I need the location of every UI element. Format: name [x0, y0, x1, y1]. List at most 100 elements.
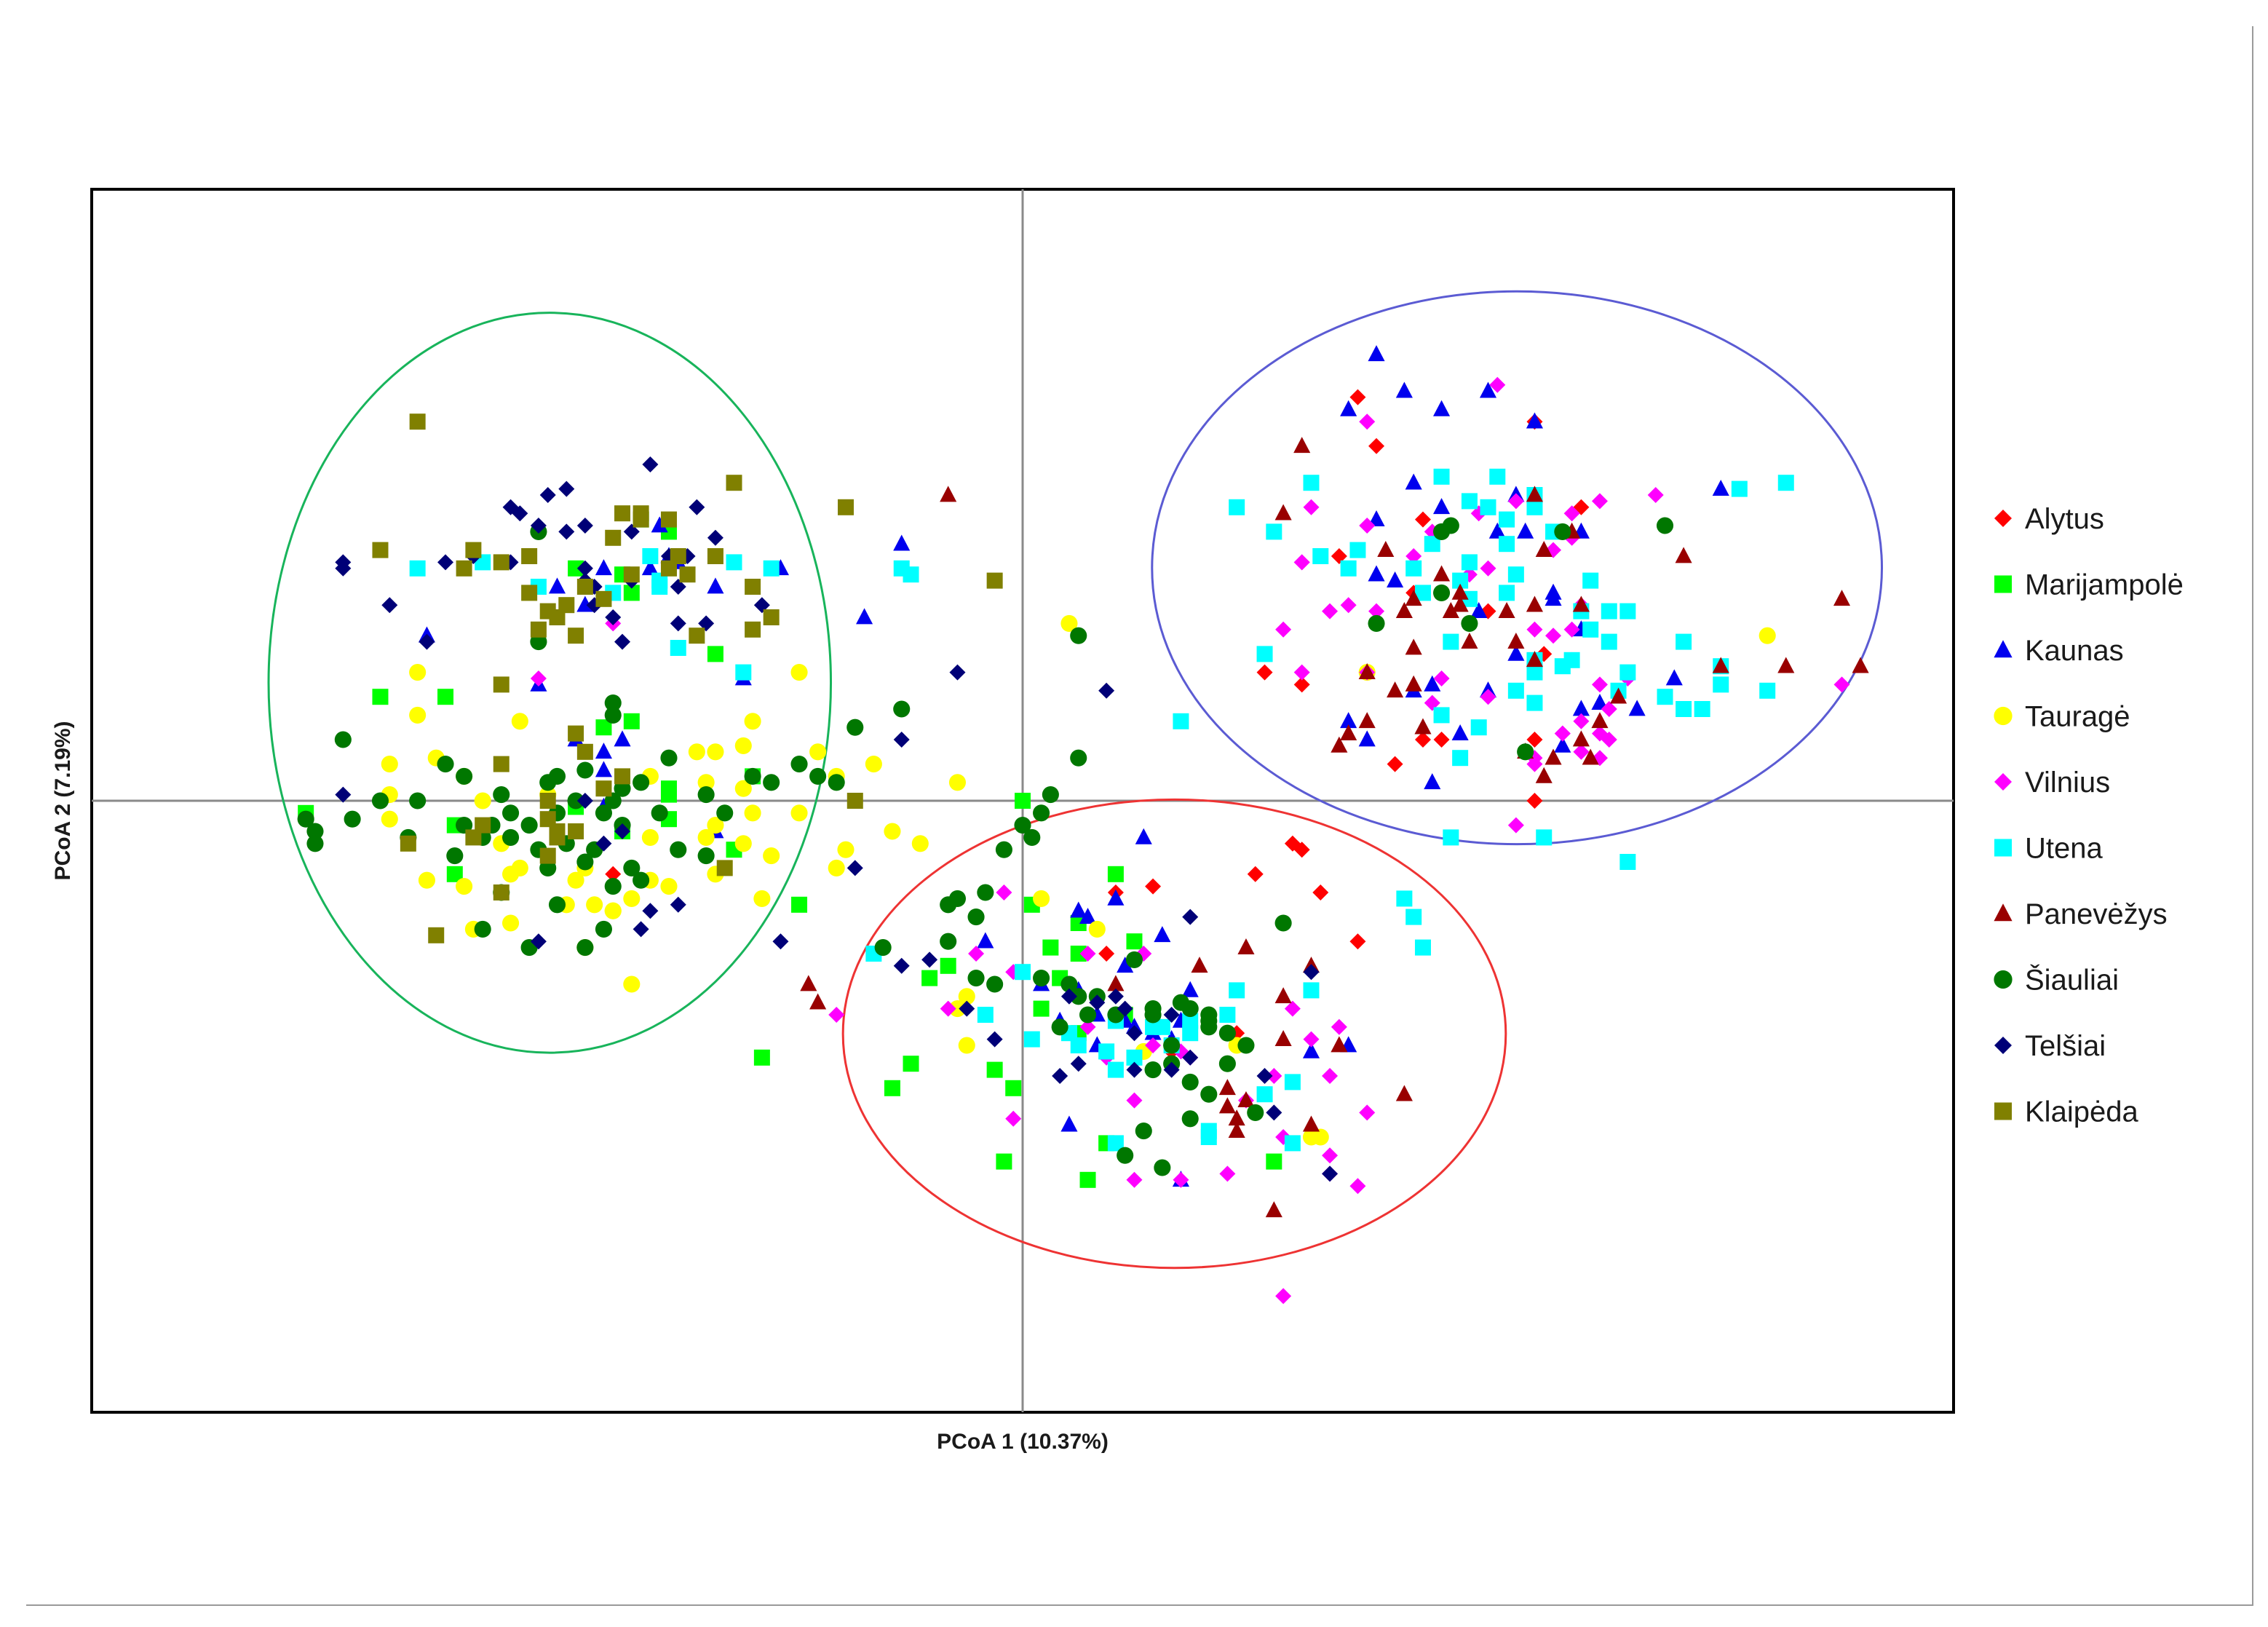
data-point	[539, 811, 556, 828]
data-point	[1452, 750, 1469, 767]
data-point	[539, 847, 556, 864]
data-point	[381, 810, 398, 828]
data-point	[1312, 1128, 1329, 1146]
data-point	[809, 767, 827, 785]
data-point	[1331, 548, 1347, 564]
data-point	[1526, 651, 1543, 668]
data-point	[1433, 565, 1451, 582]
data-point	[595, 719, 612, 736]
legend-marker	[1994, 640, 2013, 658]
data-point	[1424, 694, 1440, 711]
data-points	[297, 345, 1869, 1305]
data-point	[1060, 1115, 1078, 1132]
data-point	[791, 896, 808, 913]
data-point	[698, 615, 715, 632]
data-point	[1358, 730, 1376, 747]
data-point	[568, 628, 584, 644]
data-point	[697, 847, 715, 865]
legend-marker	[1994, 1037, 2012, 1054]
data-point	[707, 817, 724, 834]
data-point	[623, 859, 641, 876]
data-point	[1266, 1153, 1282, 1170]
data-point	[530, 933, 547, 950]
data-point	[1526, 595, 1543, 612]
data-point	[735, 664, 752, 681]
data-point	[1274, 504, 1292, 520]
data-point	[1405, 548, 1422, 564]
data-point	[1293, 676, 1310, 693]
data-point	[1526, 499, 1543, 515]
data-point	[1340, 597, 1357, 614]
data-point	[614, 823, 631, 839]
data-point	[707, 548, 723, 564]
data-point	[967, 908, 985, 926]
data-point	[1628, 700, 1646, 716]
data-point	[1359, 1104, 1376, 1121]
data-point	[1200, 1085, 1218, 1103]
data-point	[1405, 908, 1422, 925]
data-point	[1424, 536, 1440, 553]
data-point	[995, 841, 1012, 858]
data-point	[604, 706, 622, 724]
legend-marker	[1994, 510, 2012, 527]
data-point	[456, 817, 473, 834]
data-point	[1126, 1049, 1143, 1066]
data-point	[734, 835, 752, 852]
data-point	[1359, 413, 1376, 430]
data-point	[977, 1007, 994, 1023]
data-point	[1247, 1104, 1264, 1121]
data-point	[772, 933, 789, 950]
legend-label: Vilnius	[2025, 767, 2110, 799]
data-point	[604, 792, 622, 809]
data-point	[1535, 540, 1553, 557]
data-point	[642, 456, 659, 472]
data-point	[549, 829, 566, 846]
data-point	[688, 743, 705, 761]
data-point	[1070, 627, 1087, 644]
data-point	[1554, 736, 1571, 753]
data-point	[958, 988, 975, 1005]
data-point	[1154, 926, 1171, 943]
data-point	[1572, 595, 1590, 612]
data-point	[1079, 1018, 1096, 1035]
data-point	[558, 523, 575, 540]
legend-label: Klaipėda	[2025, 1096, 2138, 1128]
data-point	[1694, 701, 1710, 717]
data-point	[1563, 505, 1580, 522]
data-point	[1619, 854, 1636, 870]
data-point	[1070, 946, 1087, 962]
data-point	[1033, 1000, 1050, 1017]
data-point	[1395, 1085, 1413, 1101]
figure-frame	[26, 26, 2253, 1606]
data-point	[1145, 1037, 1162, 1053]
data-point	[1237, 1090, 1255, 1107]
data-point	[548, 896, 566, 914]
data-point	[595, 920, 612, 938]
data-point	[576, 560, 593, 577]
data-point	[576, 743, 593, 760]
data-point	[306, 823, 324, 840]
data-point	[1163, 1007, 1180, 1023]
data-point	[1676, 701, 1692, 717]
data-point	[1322, 1165, 1339, 1182]
data-point	[1117, 1147, 1134, 1164]
data-point	[1098, 682, 1115, 699]
data-point	[828, 774, 845, 791]
data-point	[763, 774, 780, 791]
data-point	[493, 676, 509, 693]
data-point	[1452, 572, 1469, 589]
data-point	[1125, 951, 1143, 968]
data-point	[1218, 1097, 1236, 1114]
cluster-ellipse-1	[267, 312, 833, 1054]
data-point	[1368, 614, 1385, 632]
data-point	[1265, 1201, 1282, 1218]
legend: Alytus Marijampolė Kaunas Tauragė Vilnius Ute…	[1994, 503, 2184, 1128]
data-point	[1396, 890, 1413, 907]
data-point	[1443, 633, 1459, 650]
data-point	[1312, 548, 1329, 564]
data-point	[335, 560, 352, 577]
data-point	[1293, 437, 1311, 454]
data-point	[642, 548, 659, 564]
data-point	[1424, 773, 1441, 790]
data-point	[1060, 614, 1078, 632]
